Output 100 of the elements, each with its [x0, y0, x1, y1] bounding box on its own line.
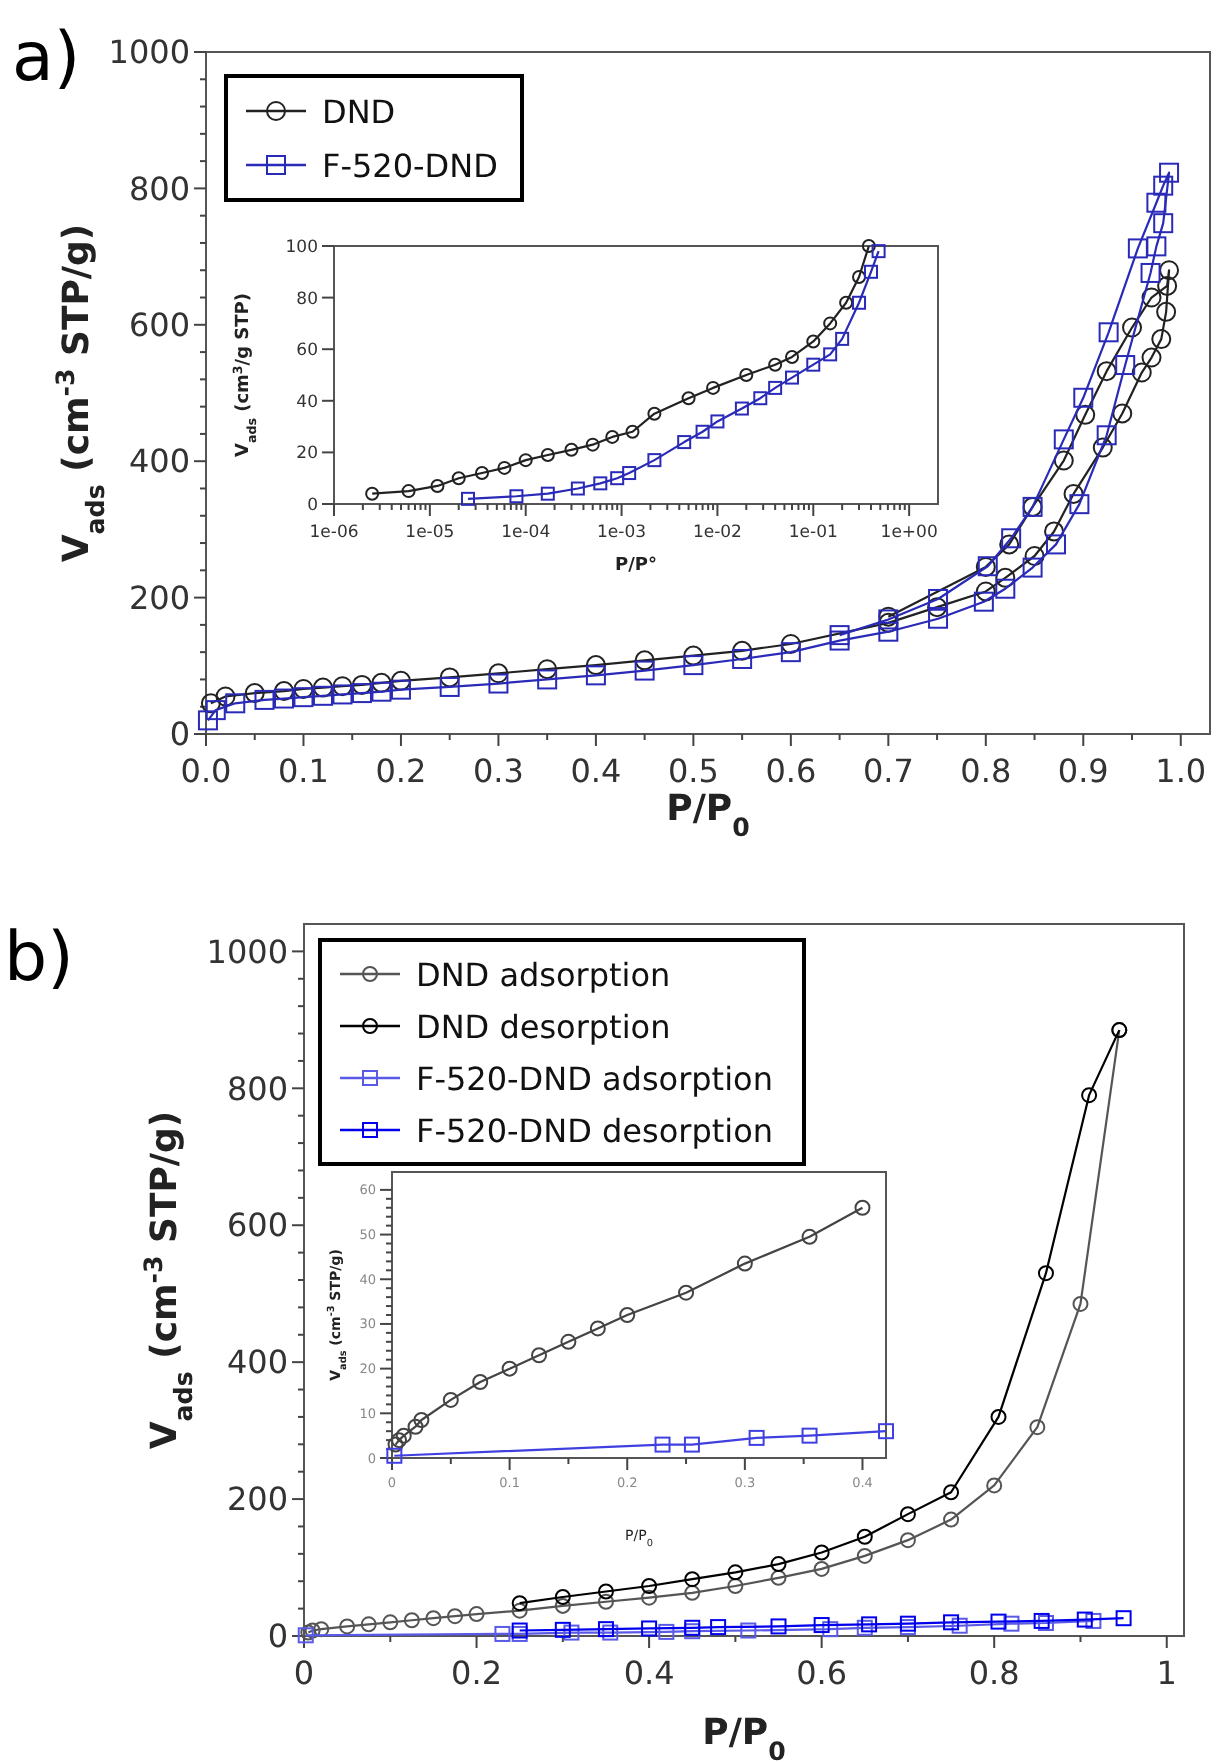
point — [585, 665, 606, 686]
x-tick-label: 1e+00 — [880, 523, 938, 543]
point — [943, 1484, 960, 1501]
x-tick-label: 0.1 — [278, 752, 329, 790]
point — [1127, 238, 1148, 259]
y-tick-label: 1000 — [206, 932, 288, 971]
point — [1157, 275, 1178, 296]
legend-label: F-520-DND desorption — [416, 1111, 773, 1150]
point — [736, 1255, 753, 1272]
point — [641, 1620, 658, 1637]
point — [727, 1578, 744, 1595]
y-tick-label: 400 — [226, 1343, 288, 1382]
point — [1115, 355, 1136, 376]
y-tick-label: 200 — [128, 578, 190, 617]
legend-label: F-520-DND — [322, 146, 498, 185]
text: b) — [4, 918, 74, 998]
point — [829, 625, 850, 646]
point — [554, 1588, 571, 1605]
point — [439, 676, 460, 697]
y-tick-label: 600 — [128, 306, 190, 344]
point — [658, 1623, 675, 1640]
point — [854, 1199, 871, 1216]
point — [770, 1618, 787, 1635]
point — [1076, 1611, 1093, 1628]
point — [683, 655, 704, 676]
point — [395, 1427, 412, 1444]
x-tick-label: 0.0 — [180, 752, 232, 790]
point — [390, 679, 411, 700]
point — [244, 683, 265, 704]
point — [975, 581, 996, 602]
point — [312, 685, 333, 706]
point — [951, 1617, 968, 1634]
point — [1096, 425, 1117, 446]
y-tick-label: 800 — [128, 169, 190, 208]
point — [560, 1333, 577, 1350]
point — [856, 1547, 873, 1564]
point — [1029, 1419, 1046, 1436]
point — [928, 588, 949, 609]
point — [684, 1584, 701, 1601]
y-tick-label: 0 — [169, 715, 190, 754]
point — [488, 673, 509, 694]
y-tick-label: 20 — [296, 444, 318, 465]
point — [1141, 347, 1162, 368]
point — [780, 633, 801, 654]
point — [727, 1564, 744, 1581]
point — [200, 693, 221, 714]
point — [468, 1606, 485, 1623]
x-tick-label: 1e-05 — [405, 523, 455, 543]
point — [1096, 361, 1117, 382]
point — [1098, 322, 1119, 343]
point — [537, 659, 558, 680]
point — [313, 1621, 330, 1638]
point — [943, 1614, 960, 1631]
y-tick-label: 60 — [296, 341, 318, 362]
point — [1003, 1615, 1020, 1632]
y-tick-label: 400 — [128, 442, 190, 481]
point — [332, 676, 353, 697]
point — [382, 1614, 399, 1631]
legend-label: DND desorption — [416, 1007, 671, 1046]
point — [813, 1617, 830, 1634]
point — [780, 642, 801, 663]
point — [654, 1436, 671, 1453]
point — [986, 1477, 1003, 1494]
point — [602, 1624, 619, 1641]
point — [1069, 494, 1090, 515]
y-tick-label: 100 — [285, 237, 318, 258]
x-axis-title: P/P° — [615, 556, 657, 576]
point — [488, 663, 509, 684]
x-tick-label: 0.8 — [968, 1654, 1020, 1692]
x-tick-label: 1e-02 — [692, 523, 742, 543]
legend-label: DND — [322, 92, 396, 131]
point — [801, 1427, 818, 1444]
point — [1092, 437, 1113, 458]
point — [1151, 329, 1172, 350]
x-axis-title: P/P$_{0}$ — [666, 788, 751, 841]
y-tick-label: 600 — [226, 1206, 288, 1245]
point — [1140, 262, 1161, 283]
point — [472, 1374, 489, 1391]
point — [619, 1307, 636, 1323]
y-tick-label: 200 — [226, 1480, 288, 1519]
point — [1063, 483, 1084, 504]
point — [856, 1619, 873, 1636]
point — [589, 1320, 606, 1337]
point — [684, 1571, 701, 1588]
point — [254, 689, 275, 710]
point — [1037, 1265, 1054, 1282]
point — [312, 677, 333, 698]
point — [770, 1569, 787, 1586]
point — [1122, 317, 1143, 338]
point — [1045, 534, 1066, 555]
point — [927, 597, 948, 618]
x-tick-label: 1e-06 — [309, 523, 359, 543]
point — [748, 1429, 765, 1446]
point — [634, 660, 655, 681]
point — [531, 1347, 548, 1364]
point — [407, 1418, 424, 1435]
point — [678, 1284, 695, 1301]
point — [554, 1621, 571, 1638]
point — [999, 534, 1020, 555]
point — [1153, 213, 1174, 234]
